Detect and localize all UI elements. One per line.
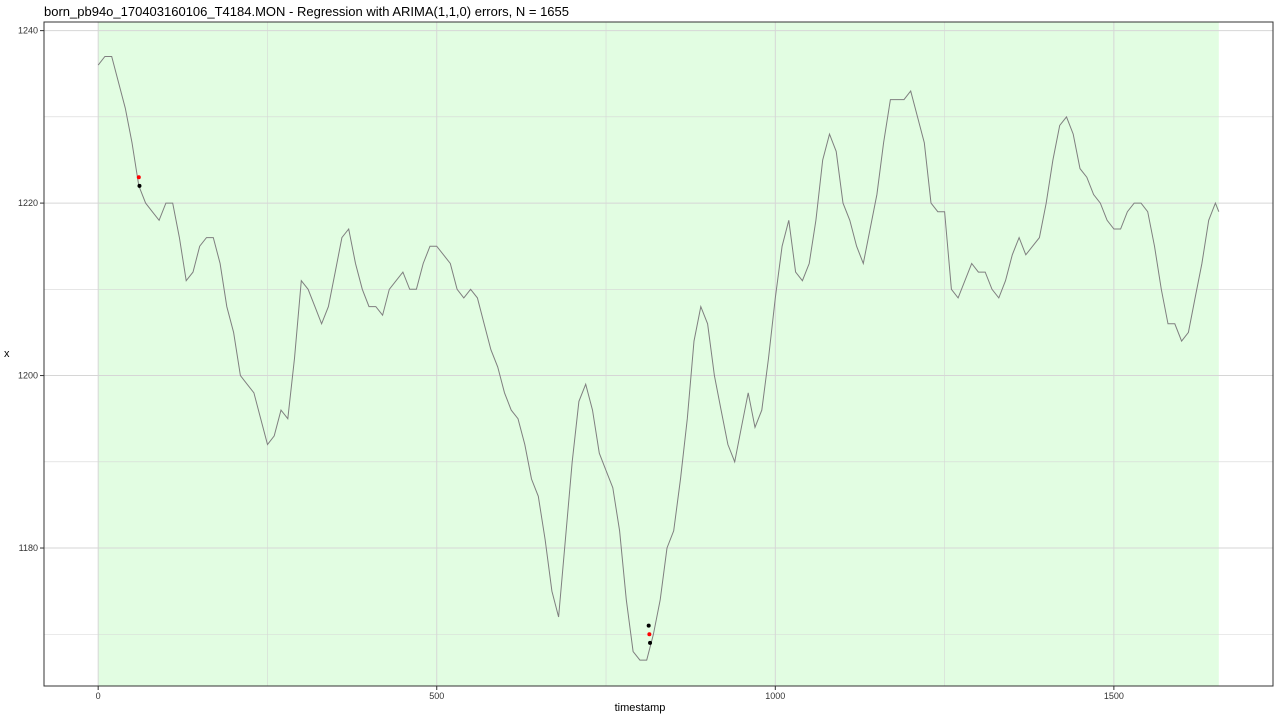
- x-tick-label: 500: [429, 691, 444, 701]
- shaded-region: [98, 22, 1219, 686]
- y-axis-label: x: [4, 348, 10, 360]
- plot-border: [43, 21, 1274, 687]
- y-tick-label: 1220: [18, 198, 38, 208]
- marker-point-black: [646, 623, 651, 628]
- marker-point-red: [136, 175, 141, 180]
- marker-point-black: [137, 183, 142, 188]
- x-tick-label: 0: [96, 691, 101, 701]
- y-tick-label: 1200: [18, 371, 38, 381]
- x-axis-label: timestamp: [614, 702, 666, 714]
- marker-point-red: [647, 632, 652, 637]
- series-line: [97, 56, 1220, 661]
- y-tick-label: 1180: [19, 543, 38, 553]
- chart-title: born_pb94o_170403160106_T4184.MON - Regr…: [44, 4, 570, 19]
- marker-point-black: [648, 640, 653, 645]
- x-tick-label: 1000: [765, 691, 785, 701]
- y-tick-label: 1240: [18, 26, 38, 36]
- x-tick-label: 1500: [1104, 691, 1124, 701]
